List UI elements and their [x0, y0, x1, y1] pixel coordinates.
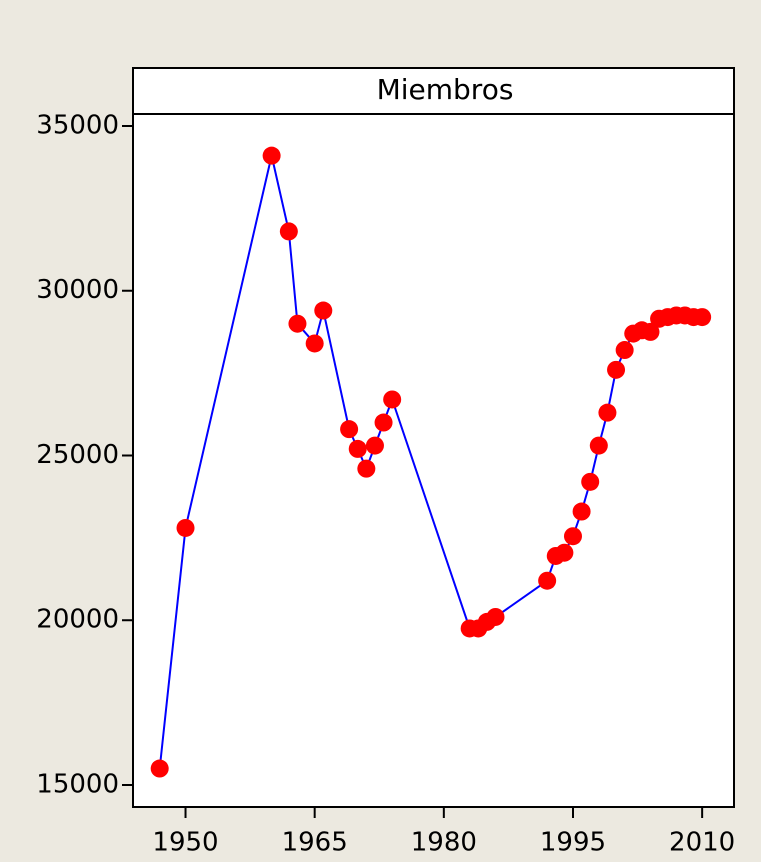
y-tick-label: 15000	[36, 769, 119, 799]
point	[340, 420, 359, 439]
point	[262, 146, 281, 165]
x-tick-label: 1950	[152, 828, 218, 858]
point	[314, 301, 333, 320]
point	[279, 222, 298, 241]
point	[581, 472, 600, 491]
point	[572, 502, 591, 521]
y-tick-label: 35000	[36, 110, 119, 140]
point	[348, 439, 367, 458]
point	[589, 436, 608, 455]
point	[555, 543, 574, 562]
point	[641, 322, 660, 341]
x-tick-label: 1980	[411, 828, 477, 858]
y-tick-label: 25000	[36, 440, 119, 470]
x-tick-label: 2010	[669, 828, 735, 858]
point	[288, 314, 307, 333]
y-tick-label: 30000	[36, 275, 119, 305]
point	[383, 390, 402, 409]
y-tick-label: 20000	[36, 605, 119, 635]
point	[150, 759, 169, 778]
point	[598, 403, 617, 422]
point	[486, 607, 505, 626]
panel-title: Miembros	[377, 73, 514, 106]
plot-area	[132, 67, 735, 808]
point	[563, 527, 582, 546]
x-tick-label: 1995	[540, 828, 606, 858]
point	[374, 413, 393, 432]
point	[305, 334, 324, 353]
point	[607, 360, 626, 379]
point	[615, 341, 634, 360]
point	[538, 571, 557, 590]
point	[357, 459, 376, 478]
x-tick-label: 1965	[282, 828, 348, 858]
point	[365, 436, 384, 455]
point	[693, 308, 712, 327]
point	[176, 518, 195, 537]
